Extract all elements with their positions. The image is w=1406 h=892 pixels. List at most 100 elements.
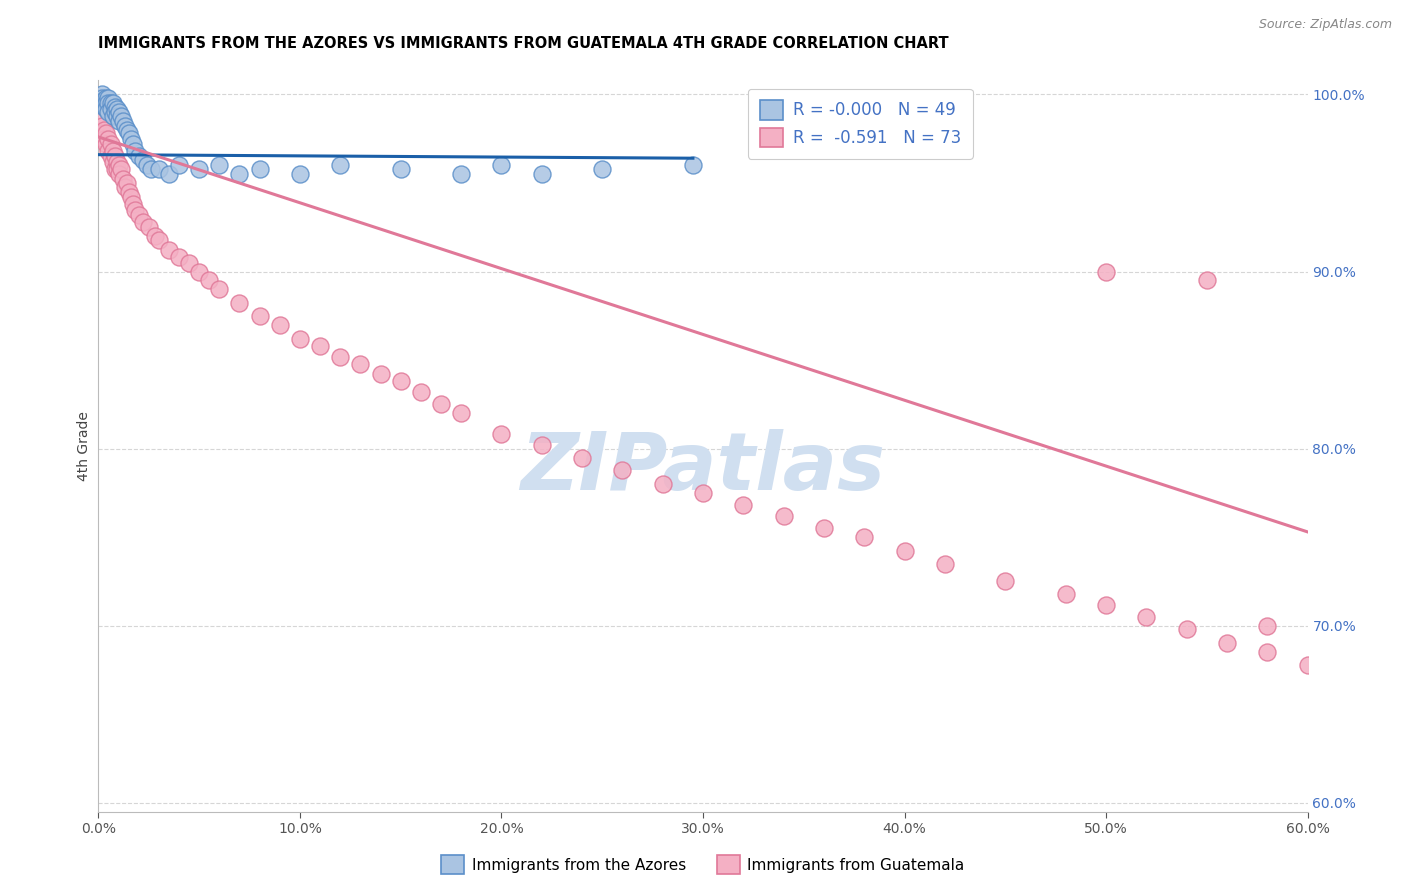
Point bbox=[103, 100, 125, 114]
Point bbox=[110, 109, 132, 123]
Point bbox=[93, 93, 115, 107]
Legend: Immigrants from the Azores, Immigrants from Guatemala: Immigrants from the Azores, Immigrants f… bbox=[436, 849, 970, 880]
Point bbox=[100, 149, 122, 163]
Point bbox=[148, 233, 170, 247]
Point bbox=[491, 158, 513, 172]
Point bbox=[157, 244, 180, 258]
Point bbox=[329, 350, 352, 364]
Point bbox=[530, 438, 553, 452]
Point bbox=[450, 167, 472, 181]
Point bbox=[114, 120, 136, 134]
Point bbox=[249, 309, 271, 323]
Point bbox=[96, 91, 118, 105]
Point bbox=[91, 91, 114, 105]
Point bbox=[450, 406, 472, 420]
Point bbox=[1135, 610, 1157, 624]
Point bbox=[114, 179, 136, 194]
Point bbox=[111, 172, 134, 186]
Point bbox=[93, 100, 115, 114]
Point bbox=[143, 229, 166, 244]
Point bbox=[115, 123, 138, 137]
Y-axis label: 4th Grade: 4th Grade bbox=[77, 411, 91, 481]
Point bbox=[188, 264, 211, 278]
Point bbox=[269, 318, 291, 332]
Point bbox=[105, 154, 128, 169]
Point bbox=[118, 127, 141, 141]
Point bbox=[208, 158, 231, 172]
Point bbox=[111, 114, 134, 128]
Point bbox=[91, 127, 114, 141]
Text: ZIPatlas: ZIPatlas bbox=[520, 429, 886, 507]
Point bbox=[853, 530, 876, 544]
Point bbox=[138, 220, 160, 235]
Point bbox=[120, 190, 142, 204]
Point bbox=[148, 161, 170, 176]
Point bbox=[107, 114, 129, 128]
Point bbox=[103, 105, 125, 120]
Point bbox=[1095, 264, 1118, 278]
Point bbox=[329, 158, 352, 172]
Point bbox=[1054, 587, 1077, 601]
Point bbox=[157, 167, 180, 181]
Point bbox=[733, 499, 755, 513]
Point bbox=[96, 96, 118, 111]
Point bbox=[682, 158, 704, 172]
Point bbox=[571, 450, 593, 465]
Point bbox=[135, 158, 157, 172]
Point bbox=[1296, 657, 1319, 672]
Point bbox=[1216, 636, 1239, 650]
Point bbox=[89, 114, 111, 128]
Point bbox=[208, 282, 231, 296]
Point bbox=[121, 136, 143, 151]
Point bbox=[105, 102, 128, 116]
Legend: R = -0.000   N = 49, R =  -0.591   N = 73: R = -0.000 N = 49, R = -0.591 N = 73 bbox=[748, 88, 973, 159]
Point bbox=[101, 109, 124, 123]
Point bbox=[139, 161, 162, 176]
Point bbox=[1195, 273, 1218, 287]
Point bbox=[188, 161, 211, 176]
Point bbox=[198, 273, 221, 287]
Point bbox=[91, 87, 114, 102]
Point bbox=[1175, 622, 1198, 636]
Point bbox=[103, 149, 125, 163]
Text: IMMIGRANTS FROM THE AZORES VS IMMIGRANTS FROM GUATEMALA 4TH GRADE CORRELATION CH: IMMIGRANTS FROM THE AZORES VS IMMIGRANTS… bbox=[98, 36, 949, 51]
Point bbox=[101, 144, 124, 158]
Point bbox=[115, 176, 138, 190]
Point bbox=[100, 136, 122, 151]
Point bbox=[105, 161, 128, 176]
Point bbox=[179, 256, 201, 270]
Point bbox=[107, 167, 129, 181]
Point bbox=[105, 109, 128, 123]
Point bbox=[97, 91, 120, 105]
Point bbox=[128, 208, 150, 222]
Point bbox=[228, 167, 250, 181]
Point bbox=[228, 296, 250, 310]
Point bbox=[97, 105, 120, 120]
Point bbox=[103, 161, 125, 176]
Point bbox=[93, 132, 115, 146]
Point bbox=[167, 158, 190, 172]
Point bbox=[100, 102, 122, 116]
Point bbox=[93, 123, 115, 137]
Point bbox=[692, 486, 714, 500]
Point bbox=[132, 153, 155, 167]
Point bbox=[97, 144, 120, 158]
Point bbox=[288, 167, 311, 181]
Point bbox=[97, 96, 120, 111]
Point bbox=[612, 463, 634, 477]
Point bbox=[249, 161, 271, 176]
Point bbox=[349, 357, 371, 371]
Point bbox=[813, 521, 835, 535]
Point bbox=[409, 384, 432, 399]
Point bbox=[491, 427, 513, 442]
Point bbox=[107, 105, 129, 120]
Point bbox=[389, 161, 412, 176]
Point bbox=[430, 397, 453, 411]
Point bbox=[121, 197, 143, 211]
Point bbox=[101, 96, 124, 111]
Text: Source: ZipAtlas.com: Source: ZipAtlas.com bbox=[1258, 18, 1392, 31]
Point bbox=[591, 161, 613, 176]
Point bbox=[101, 154, 124, 169]
Point bbox=[96, 136, 118, 151]
Point bbox=[124, 202, 146, 217]
